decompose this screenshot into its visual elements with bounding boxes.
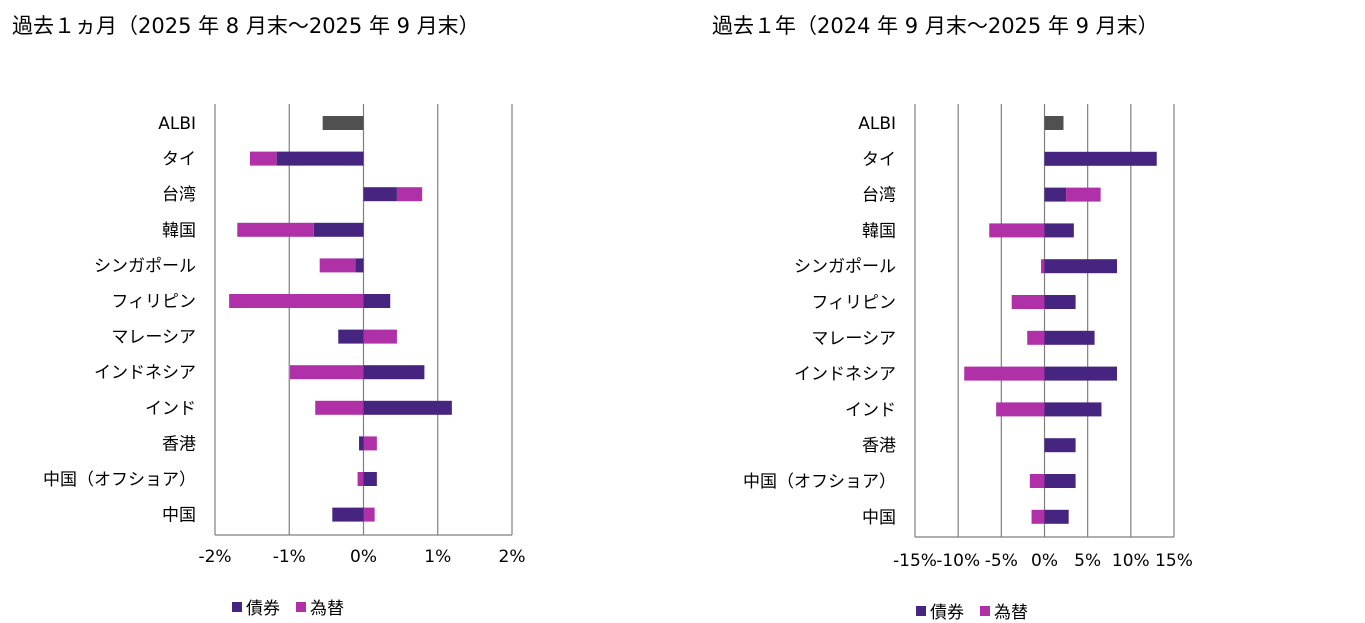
chart-title-1m: 過去１ヵ月（2025 年 8 月末～2025 年 9 月末） — [12, 14, 480, 38]
x-tick-label: 5% — [1074, 551, 1101, 571]
bar-bond — [363, 365, 425, 380]
bar-bond — [1044, 509, 1069, 524]
legend-label-fx: 為替 — [994, 603, 1028, 623]
x-tick-label: 10% — [1112, 551, 1150, 571]
bar-bond — [363, 294, 391, 308]
bar-bond — [1044, 116, 1064, 130]
bar-bond — [1044, 187, 1067, 202]
x-tick-label: -5% — [985, 551, 1018, 571]
category-label: インド — [845, 400, 896, 420]
bar-bond — [1044, 438, 1076, 453]
category-label: マレーシア — [811, 329, 896, 349]
chart-title-1y: 過去１年（2024 年 9 月末～2025 年 9 月末） — [712, 14, 1159, 38]
x-tick-label: 15% — [1155, 551, 1193, 571]
category-label: 中国 — [862, 508, 896, 528]
category-label: インドネシア — [794, 365, 896, 385]
legend-swatch-fx — [980, 605, 990, 616]
bar-fx — [964, 366, 1045, 381]
legend-item-bond: 債券 — [916, 598, 964, 623]
x-tick-label: 0% — [1031, 551, 1058, 571]
x-tick-label: -10% — [936, 551, 980, 571]
bar-fx — [396, 187, 423, 202]
category-label: ALBI — [858, 114, 896, 134]
bar-fx — [1031, 509, 1045, 524]
bar-fx — [1041, 259, 1045, 274]
legend-1y: 債券 為替 — [916, 598, 1038, 623]
bar-fx — [237, 222, 314, 237]
legend-item-fx: 為替 — [980, 598, 1028, 623]
bar-bond — [1044, 151, 1157, 166]
bar-bond — [363, 400, 452, 415]
legend-label-bond: 債券 — [246, 599, 280, 619]
category-label: 韓国 — [862, 221, 896, 241]
category-label: フィリピン — [811, 293, 896, 313]
legend-item-bond: 債券 — [232, 594, 280, 619]
category-label: インドネシア — [94, 363, 196, 383]
bar-fx — [996, 402, 1045, 417]
bar-bond — [1044, 402, 1102, 417]
category-label: 香港 — [162, 434, 196, 454]
category-label: シンガポール — [94, 256, 196, 276]
category-label: タイ — [862, 150, 896, 170]
bar-bond — [276, 151, 364, 166]
x-tick-label: 1% — [424, 547, 451, 567]
bar-fx — [357, 472, 364, 486]
bar-fx — [1066, 187, 1101, 202]
legend-swatch-fx — [296, 601, 306, 612]
category-label: 香港 — [862, 436, 896, 456]
bar-bond — [359, 436, 364, 451]
bar-bond — [322, 116, 364, 130]
bar-fx — [1011, 295, 1045, 309]
x-tick-label: 0% — [350, 547, 377, 567]
category-label: 台湾 — [862, 186, 896, 206]
bar-bond — [1044, 366, 1118, 381]
bar-fx — [989, 223, 1045, 238]
category-label: インド — [145, 399, 196, 419]
category-label: 台湾 — [162, 185, 196, 205]
bar-bond — [355, 258, 364, 273]
bar-fx — [363, 436, 377, 451]
legend-item-fx: 為替 — [296, 594, 344, 619]
x-tick-label: 2% — [499, 547, 526, 567]
category-label: 中国（オフショア） — [743, 472, 896, 492]
category-label: 中国（オフショア） — [43, 470, 196, 490]
legend-swatch-bond — [232, 601, 242, 612]
category-label: フィリピン — [111, 292, 196, 312]
bar-bond — [1044, 259, 1118, 274]
legend-1m: 債券 為替 — [232, 594, 354, 619]
category-label: 韓国 — [162, 221, 196, 241]
bar-fx — [363, 507, 375, 522]
bar-bond — [363, 472, 377, 486]
bar-fx — [315, 400, 364, 415]
bar-bond — [338, 329, 364, 344]
bar-bond — [1044, 330, 1095, 345]
category-label: タイ — [162, 150, 196, 170]
legend-swatch-bond — [916, 605, 926, 616]
category-label: 中国 — [162, 506, 196, 526]
x-tick-label: -1% — [273, 547, 306, 567]
bar-bond — [332, 507, 364, 522]
legend-label-fx: 為替 — [310, 599, 344, 619]
x-tick-label: -2% — [198, 547, 231, 567]
bar-fx — [289, 365, 364, 380]
bar-bond — [313, 222, 364, 237]
bar-fx — [1029, 474, 1045, 488]
bar-fx — [1027, 330, 1045, 345]
x-tick-label: -15% — [893, 551, 937, 571]
bar-bond — [1044, 223, 1074, 238]
category-label: マレーシア — [111, 328, 196, 348]
category-label: ALBI — [158, 114, 196, 134]
bar-fx — [249, 151, 277, 166]
bar-bond — [363, 187, 397, 202]
bar-bond — [1044, 295, 1076, 309]
bar-fx — [363, 329, 397, 344]
bar-bond — [1044, 474, 1076, 488]
bar-fx — [229, 294, 364, 308]
category-label: シンガポール — [794, 257, 896, 277]
legend-label-bond: 債券 — [930, 603, 964, 623]
bar-fx — [319, 258, 356, 273]
